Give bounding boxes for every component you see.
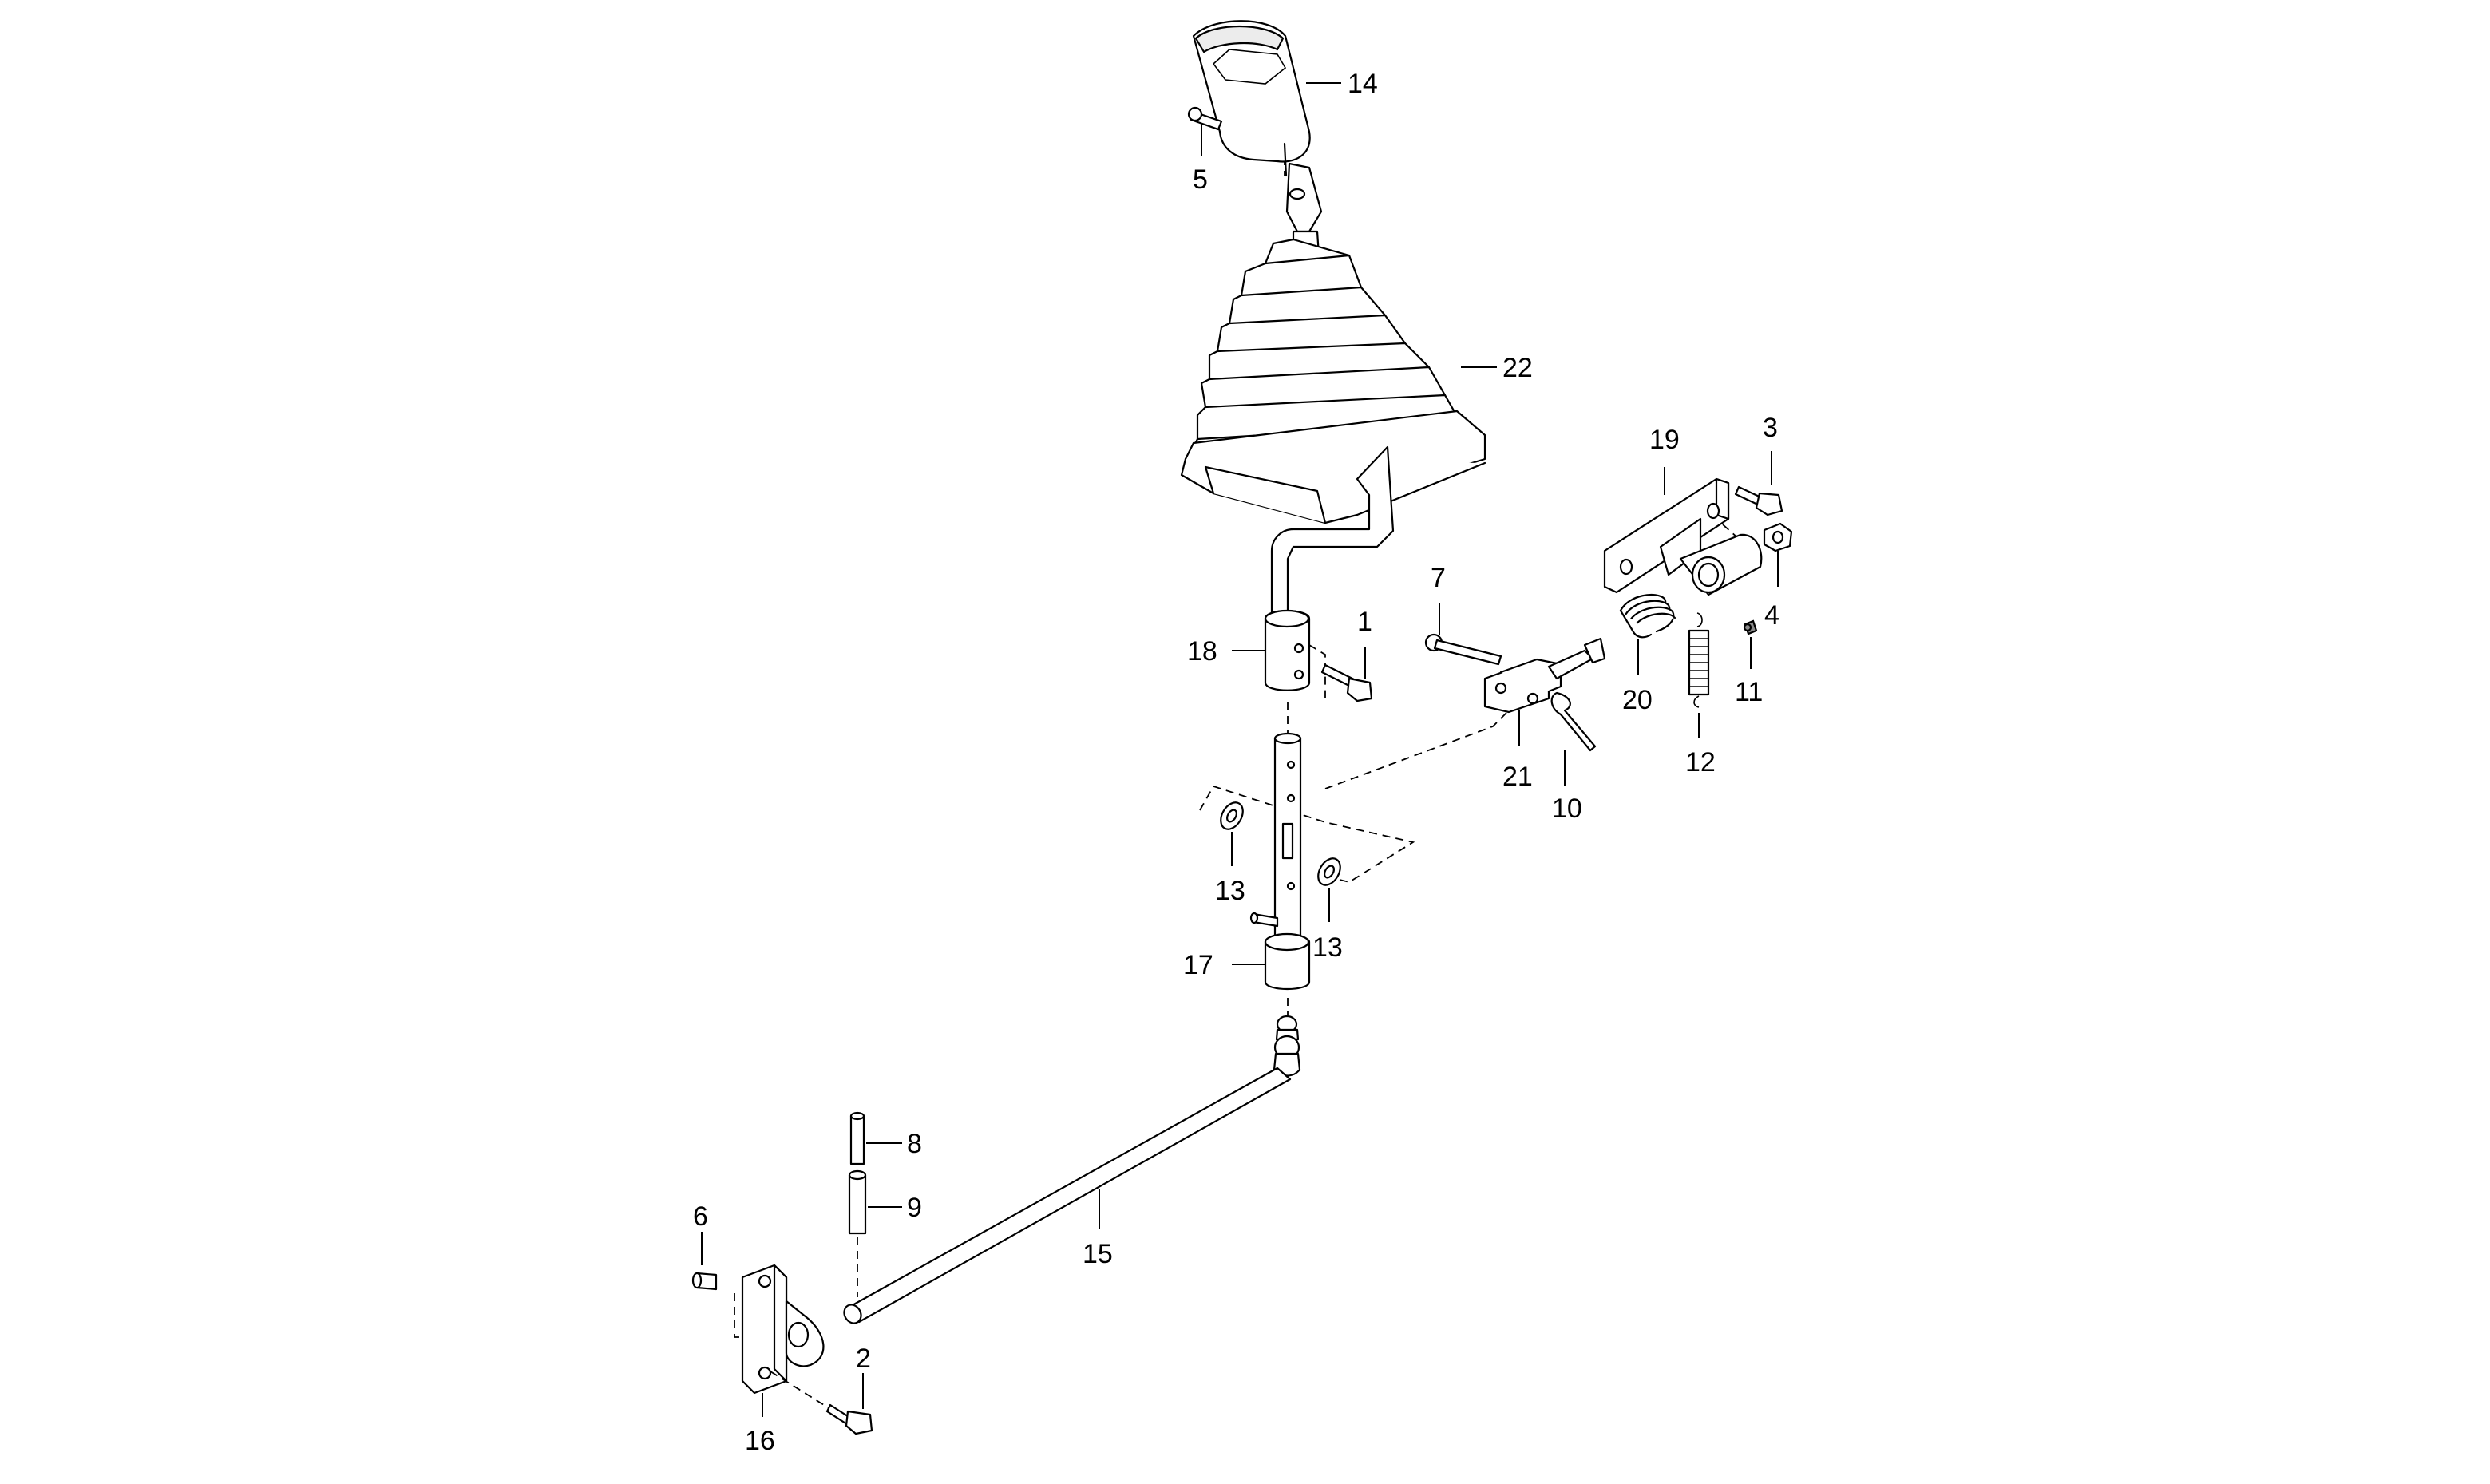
plate-nut — [1763, 522, 1793, 587]
callout-21: 21 — [1502, 762, 1533, 792]
callout-11: 11 — [1735, 677, 1763, 707]
roll-pin-9 — [848, 1169, 902, 1235]
sleeve-bolt — [1308, 644, 1373, 702]
knob-screw — [1187, 106, 1223, 156]
compression-spring — [1619, 593, 1676, 675]
callout-18: 18 — [1187, 636, 1217, 667]
callout-19: 19 — [1649, 425, 1680, 455]
callout-labels: 14 5 22 19 3 7 1 4 18 11 20 12 21 10 13 … — [693, 69, 1779, 1456]
washer-left — [1220, 801, 1244, 866]
callout-6: 6 — [693, 1201, 708, 1232]
mount-bracket — [741, 1264, 825, 1417]
callout-14: 14 — [1348, 69, 1378, 99]
callout-4: 4 — [1764, 600, 1779, 631]
callout-5: 5 — [1193, 164, 1208, 195]
central-shaft — [1273, 732, 1302, 952]
callout-3: 3 — [1763, 413, 1778, 443]
callout-9: 9 — [907, 1193, 922, 1223]
callout-20: 20 — [1622, 685, 1653, 715]
callout-2: 2 — [856, 1344, 871, 1374]
plate-bolt — [1734, 451, 1783, 516]
lever-bent-rod — [1270, 445, 1395, 624]
ball-joint — [1273, 1015, 1301, 1077]
linkage-rod — [843, 1067, 1292, 1324]
callout-17: 17 — [1183, 950, 1213, 980]
callout-12: 12 — [1685, 747, 1716, 778]
pivot-plate — [1603, 467, 1763, 596]
cotter-pin — [1550, 691, 1597, 786]
washer-right — [1317, 857, 1341, 922]
grease-nipple — [1743, 619, 1758, 669]
callout-8: 8 — [907, 1129, 922, 1159]
callout-1: 1 — [1357, 607, 1372, 637]
shift-knob — [1192, 20, 1341, 163]
callout-22: 22 — [1502, 353, 1533, 383]
callout-13b: 13 — [1312, 932, 1343, 963]
clevis-pin — [1424, 603, 1502, 666]
callout-13a: 13 — [1215, 876, 1245, 906]
rubber-boot — [1180, 238, 1497, 524]
extension-spring — [1688, 612, 1710, 738]
callout-7: 7 — [1431, 563, 1446, 593]
callout-16: 16 — [745, 1426, 775, 1456]
shaft-pin — [1249, 912, 1279, 928]
clevis — [1483, 637, 1606, 746]
upper-sleeve — [1232, 609, 1311, 691]
bracket-bushing — [691, 1232, 718, 1291]
callout-15: 15 — [1083, 1239, 1113, 1269]
callout-10: 10 — [1552, 793, 1582, 824]
lower-sleeve — [1232, 932, 1311, 990]
roll-pin-8 — [849, 1111, 902, 1165]
bracket-bolt — [770, 1371, 873, 1435]
